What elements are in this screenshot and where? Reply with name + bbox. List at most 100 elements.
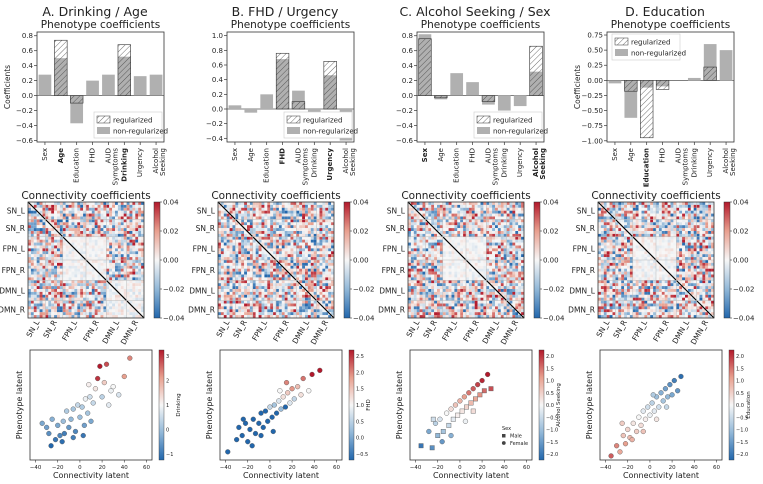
matrix-cell (39, 233, 43, 237)
matrix-cell (36, 213, 40, 217)
matrix-cell (451, 283, 455, 287)
matrix-cell (483, 222, 487, 226)
matrix-cell (218, 242, 221, 246)
matrix-cell (68, 202, 72, 205)
matrix-cell (319, 239, 323, 243)
matrix-cell (232, 222, 236, 226)
x-tick-label: −20 (52, 465, 64, 471)
matrix-cell (103, 309, 107, 313)
matrix-cell (129, 216, 133, 220)
matrix-cell (466, 207, 469, 211)
matrix-cell (503, 262, 507, 266)
matrix-cell (83, 219, 87, 223)
matrix-cell (51, 315, 55, 319)
matrix-cell (132, 309, 136, 313)
matrix-cell (57, 204, 60, 208)
matrix-cell (477, 251, 481, 255)
matrix-cell (518, 300, 522, 304)
matrix-cell (83, 242, 87, 246)
matrix-cell (51, 231, 55, 234)
matrix-cell (437, 207, 440, 211)
matrix-cell (425, 239, 429, 243)
matrix-cell (273, 222, 277, 226)
x-tick-label: Symptoms (301, 148, 309, 186)
scatter-point (90, 400, 96, 406)
matrix-cell (437, 248, 440, 252)
matrix-cell (264, 222, 268, 226)
matrix-cell (416, 294, 420, 298)
matrix-cell (466, 280, 469, 284)
matrix-cell (454, 297, 458, 301)
matrix-cell (419, 286, 423, 290)
matrix-cell (307, 216, 311, 220)
matrix-cell (30, 254, 34, 258)
matrix-cell (471, 233, 475, 237)
matrix-cell (290, 297, 294, 301)
matrix-cell (86, 257, 89, 261)
matrix-cell (457, 274, 461, 278)
matrix-cell (141, 265, 145, 269)
matrix-cell (45, 286, 49, 290)
matrix-cell (218, 309, 221, 313)
matrix-cell (419, 216, 423, 220)
matrix-cell (255, 280, 259, 284)
matrix-cell (278, 222, 282, 226)
matrix-cell (117, 315, 121, 319)
scatter-point (289, 386, 295, 392)
matrix-cell (97, 309, 101, 313)
matrix-cell (474, 286, 478, 290)
matrix-cell (247, 202, 250, 205)
matrix-cell (448, 204, 452, 208)
matrix-cell (270, 213, 274, 217)
matrix-cell (486, 274, 490, 278)
matrix-cell (331, 216, 335, 220)
matrix-cell (512, 219, 516, 223)
matrix-cell (313, 210, 317, 214)
matrix-cell (509, 265, 513, 269)
matrix-cell (36, 260, 40, 263)
matrix-cell (83, 286, 87, 290)
matrix-cell (42, 245, 46, 249)
matrix-cell (235, 306, 239, 310)
matrix-cell (115, 204, 118, 208)
matrix-cell (247, 294, 250, 298)
matrix-cell (290, 245, 294, 249)
matrix-cell (445, 286, 449, 290)
matrix-cell (126, 251, 130, 255)
matrix-cell (223, 309, 227, 313)
matrix-cell (471, 228, 475, 232)
matrix-cell (500, 291, 504, 295)
matrix-cell (483, 286, 487, 290)
matrix-cell (413, 228, 417, 232)
matrix-cell (448, 233, 452, 237)
matrix-cell (39, 312, 43, 316)
matrix-cell (474, 289, 478, 292)
matrix-cell (408, 286, 411, 290)
matrix-cell (238, 262, 242, 266)
matrix-cell (325, 231, 329, 234)
matrix-cell (65, 286, 69, 290)
matrix-cell (267, 207, 271, 211)
matrix-cell (258, 283, 262, 287)
matrix-cell (126, 277, 130, 281)
matrix-cell (509, 228, 513, 232)
matrix-cell (39, 294, 43, 298)
matrix-cell (132, 222, 136, 226)
matrix-cell (287, 231, 291, 234)
matrix-cell (255, 251, 259, 255)
matrix-cell (261, 271, 265, 275)
matrix-cell (451, 242, 455, 246)
matrix-cell (267, 219, 271, 223)
matrix-cell (506, 216, 510, 220)
matrix-cell (331, 312, 335, 316)
matrix-cell (466, 202, 469, 205)
matrix-cell (468, 210, 472, 214)
matrix-cell (313, 280, 317, 284)
matrix-cell (57, 236, 60, 240)
matrix-cell (48, 309, 52, 313)
matrix-cell (103, 312, 107, 316)
matrix-cell (115, 222, 118, 226)
matrix-cell (408, 283, 411, 287)
matrix-cell (39, 231, 43, 234)
matrix-cell (302, 236, 306, 240)
